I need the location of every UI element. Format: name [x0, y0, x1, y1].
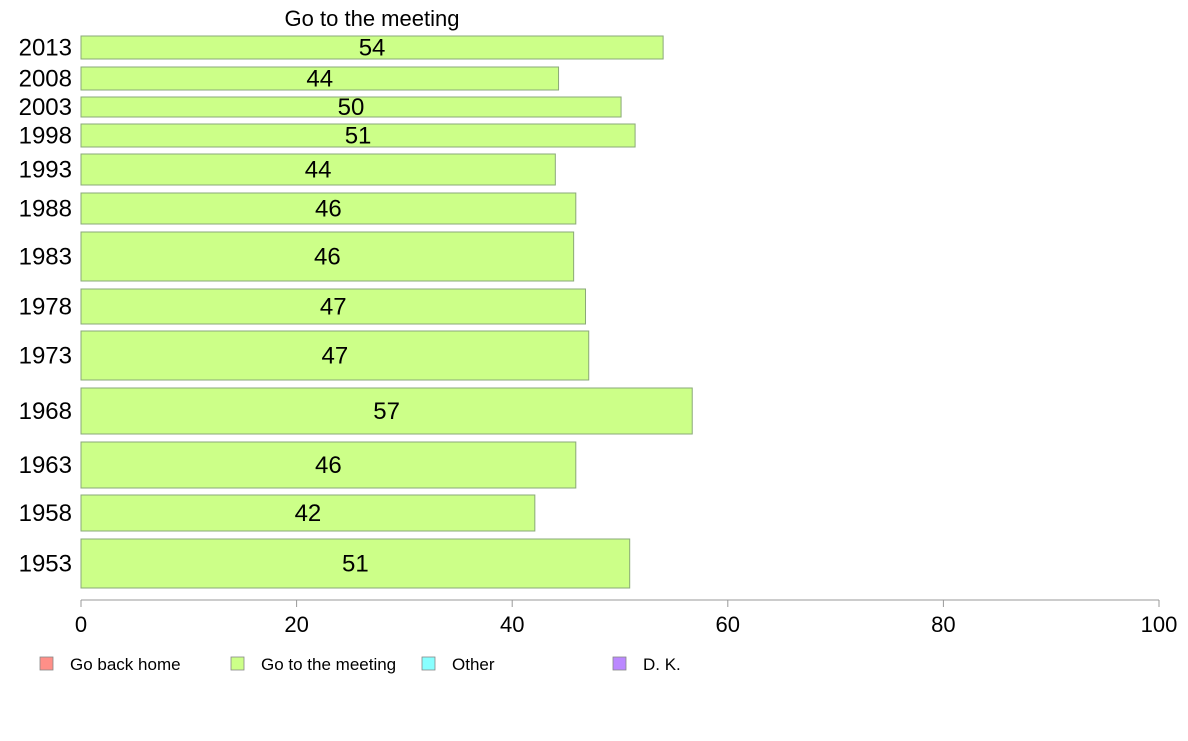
- x-tick-label-80: 80: [931, 612, 955, 637]
- bar-1953: [80, 538, 631, 589]
- bar-value-label-2008: 44: [306, 66, 333, 93]
- bar-1963: [80, 441, 577, 489]
- bar-1983: [80, 231, 575, 282]
- bar-value-label-2013: 54: [359, 35, 386, 62]
- bar-value-label-1973: 47: [322, 343, 349, 370]
- category-label-1983: 1983: [19, 244, 72, 271]
- category-label-1998: 1998: [19, 123, 72, 150]
- legend-swatch-go-back-home: [39, 656, 54, 671]
- legend-label-other: Other: [452, 655, 495, 674]
- bar-1973: [80, 330, 590, 381]
- bar-1993: [80, 153, 556, 186]
- bar-value-label-2003: 50: [338, 94, 365, 121]
- legend-label-go-to-the-meeting: Go to the meeting: [261, 655, 396, 674]
- x-tick-label-20: 20: [284, 612, 308, 637]
- legend-label-go-back-home: Go back home: [70, 655, 181, 674]
- bar-value-label-1998: 51: [345, 123, 372, 150]
- category-label-1973: 1973: [19, 343, 72, 370]
- bar-2013: [80, 35, 664, 60]
- legend-label-d-k: D. K.: [643, 655, 681, 674]
- bar-value-label-1983: 46: [314, 244, 341, 271]
- category-label-1993: 1993: [19, 157, 72, 184]
- legend: Go back home Go to the meeting Other D. K.: [39, 655, 681, 674]
- category-label-2013: 2013: [19, 35, 72, 62]
- category-label-1978: 1978: [19, 294, 72, 321]
- x-tick-label-40: 40: [500, 612, 524, 637]
- bar-1988: [80, 192, 577, 225]
- bar-value-label-1958: 42: [295, 500, 322, 527]
- legend-swatch-other: [421, 656, 436, 671]
- x-tick-label-100: 100: [1141, 612, 1178, 637]
- x-tick-label-60: 60: [716, 612, 740, 637]
- bar-1968: [80, 387, 693, 435]
- category-label-1968: 1968: [19, 398, 72, 425]
- bar-value-label-1963: 46: [315, 452, 342, 479]
- category-label-2003: 2003: [19, 94, 72, 121]
- bar-value-label-1953: 51: [342, 551, 369, 578]
- category-label-2008: 2008: [19, 66, 72, 93]
- bar-2008: [80, 66, 560, 91]
- x-tick-label-0: 0: [75, 612, 87, 637]
- bar-value-label-1993: 44: [305, 157, 332, 184]
- category-label-1963: 1963: [19, 452, 72, 479]
- bar-value-label-1968: 57: [373, 398, 400, 425]
- bar-value-label-1988: 46: [315, 196, 342, 223]
- bar-1978: [80, 288, 587, 325]
- chart-title: Go to the meeting: [285, 6, 460, 31]
- category-label-1958: 1958: [19, 500, 72, 527]
- legend-swatch-d-k: [612, 656, 627, 671]
- bar-2003: [80, 96, 622, 118]
- bar-1998: [80, 123, 636, 148]
- bars-layer: 54 2013 44 2008 50 2003 51 1998 44 1993 46 1988 46 19…: [19, 35, 693, 589]
- category-label-1953: 1953: [19, 551, 72, 578]
- x-axis: 0 20 40 60 80 100: [75, 599, 1178, 637]
- bar-value-label-1978: 47: [320, 294, 347, 321]
- category-label-1988: 1988: [19, 196, 72, 223]
- bar-1958: [80, 494, 536, 532]
- legend-swatch-go-to-the-meeting: [230, 656, 245, 671]
